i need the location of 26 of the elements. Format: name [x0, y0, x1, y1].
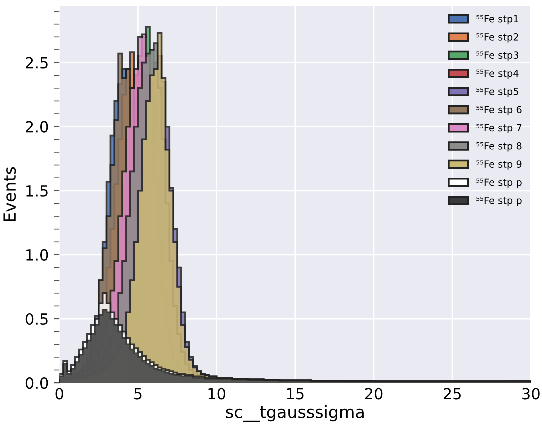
x-tick-label: 5 — [134, 388, 142, 400]
legend-label: ⁵⁵Fe stp 8 — [476, 142, 522, 152]
y-tick-label: 0.0 — [26, 378, 48, 390]
x-axis-title: sc__tgausssigma — [226, 405, 364, 422]
x-tick-label: 20 — [365, 388, 383, 400]
legend-label: ⁵⁵Fe stp5 — [476, 88, 518, 98]
x-tick-label: 10 — [208, 388, 226, 400]
x-tick-label: 30 — [522, 388, 540, 400]
y-tick-label: 2.0 — [26, 121, 48, 133]
x-tick-label: 25 — [444, 388, 461, 400]
y-tick-label: 0.5 — [26, 313, 48, 326]
y-tick-label: 1.0 — [26, 249, 48, 261]
legend-label: ⁵⁵Fe stp p — [476, 178, 522, 188]
legend-label: ⁵⁵Fe stp p — [476, 197, 522, 206]
y-axis-title: Events — [4, 167, 16, 222]
x-tick-label: 15 — [287, 388, 304, 400]
legend-label: ⁵⁵Fe stp4 — [476, 70, 519, 80]
legend-label: ⁵⁵Fe stp 7 — [476, 124, 522, 134]
legend-label: ⁵⁵Fe stp 6 — [476, 106, 522, 116]
y-tick-label: 2.5 — [26, 57, 48, 69]
x-tick-label: 0 — [56, 388, 64, 400]
legend-label: ⁵⁵Fe stp2 — [476, 34, 518, 43]
y-tick-label: 1.5 — [26, 186, 48, 197]
legend-label: ⁵⁵Fe stp1 — [476, 15, 518, 25]
legend-label: ⁵⁵Fe stp3 — [476, 52, 519, 61]
legend-label: ⁵⁵Fe stp 9 — [476, 160, 522, 170]
